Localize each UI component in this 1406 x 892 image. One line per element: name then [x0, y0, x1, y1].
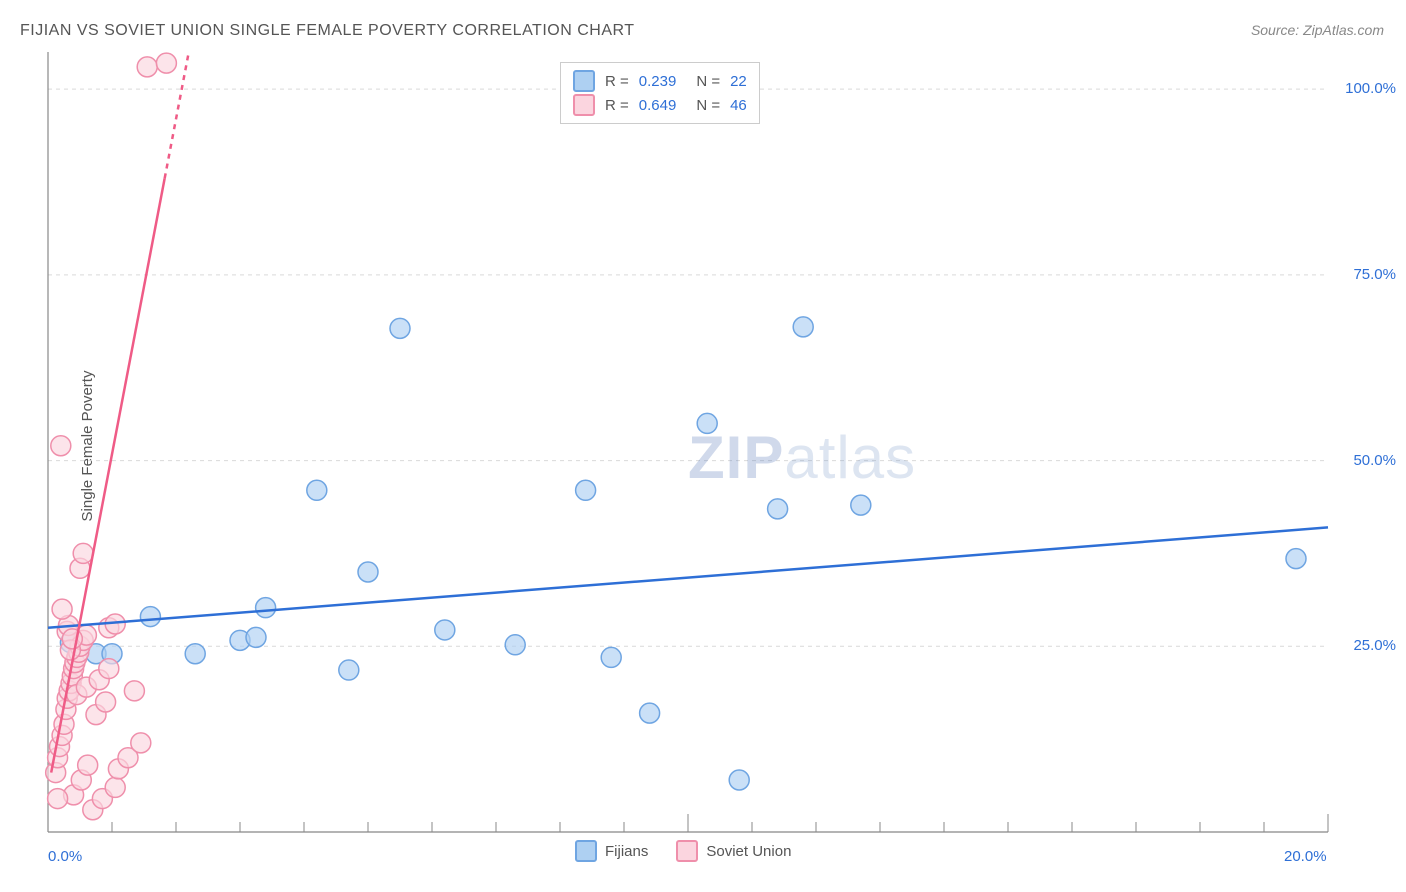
stat-value-r-1: 0.649 [639, 97, 677, 114]
watermark: ZIPatlas [688, 423, 916, 492]
legend-label-soviet: Soviet Union [706, 843, 791, 860]
legend-stats-box: R = 0.239 N = 22 R = 0.649 N = 46 [560, 62, 760, 124]
y-tick-label: 75.0% [1336, 266, 1396, 283]
x-tick-label: 0.0% [48, 848, 82, 865]
watermark-rest: atlas [784, 424, 916, 491]
stat-label-n: N = [696, 97, 720, 114]
legend-swatch-soviet [573, 94, 595, 116]
x-tick-label: 20.0% [1284, 848, 1327, 865]
stat-value-n-0: 22 [730, 73, 747, 90]
legend-bottom: Fijians Soviet Union [575, 840, 791, 862]
legend-swatch-fijians [573, 70, 595, 92]
legend-label-fijians: Fijians [605, 843, 648, 860]
legend-item-soviet: Soviet Union [676, 840, 791, 862]
watermark-bold: ZIP [688, 424, 784, 491]
stat-label-n: N = [696, 73, 720, 90]
stat-value-r-0: 0.239 [639, 73, 677, 90]
legend-stats-row-1: R = 0.649 N = 46 [573, 93, 747, 117]
stat-label-r: R = [605, 97, 629, 114]
stat-label-r: R = [605, 73, 629, 90]
y-tick-label: 100.0% [1336, 80, 1396, 97]
legend-item-fijians: Fijians [575, 840, 648, 862]
legend-swatch-fijians-icon [575, 840, 597, 862]
stat-value-n-1: 46 [730, 97, 747, 114]
legend-stats-row-0: R = 0.239 N = 22 [573, 69, 747, 93]
y-tick-label: 50.0% [1336, 452, 1396, 469]
legend-swatch-soviet-icon [676, 840, 698, 862]
y-tick-label: 25.0% [1336, 637, 1396, 654]
